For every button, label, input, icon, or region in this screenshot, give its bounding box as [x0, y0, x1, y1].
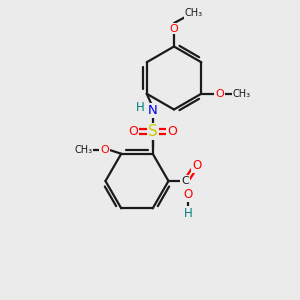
Text: CH₃: CH₃ [184, 8, 202, 18]
Text: O: O [192, 159, 202, 172]
Text: S: S [148, 124, 158, 139]
Text: H: H [184, 207, 192, 220]
Text: C: C [181, 176, 189, 186]
Text: O: O [215, 89, 224, 99]
Text: CH₃: CH₃ [74, 145, 92, 155]
Text: O: O [128, 125, 138, 138]
Text: O: O [183, 188, 193, 201]
Text: O: O [167, 125, 177, 138]
Text: CH₃: CH₃ [233, 89, 251, 99]
Text: N: N [148, 104, 158, 117]
Text: H: H [135, 101, 144, 114]
Text: O: O [169, 23, 178, 34]
Text: O: O [100, 145, 109, 155]
